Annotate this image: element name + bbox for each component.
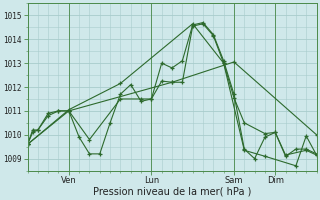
X-axis label: Pression niveau de la mer( hPa ): Pression niveau de la mer( hPa ) (93, 187, 251, 197)
